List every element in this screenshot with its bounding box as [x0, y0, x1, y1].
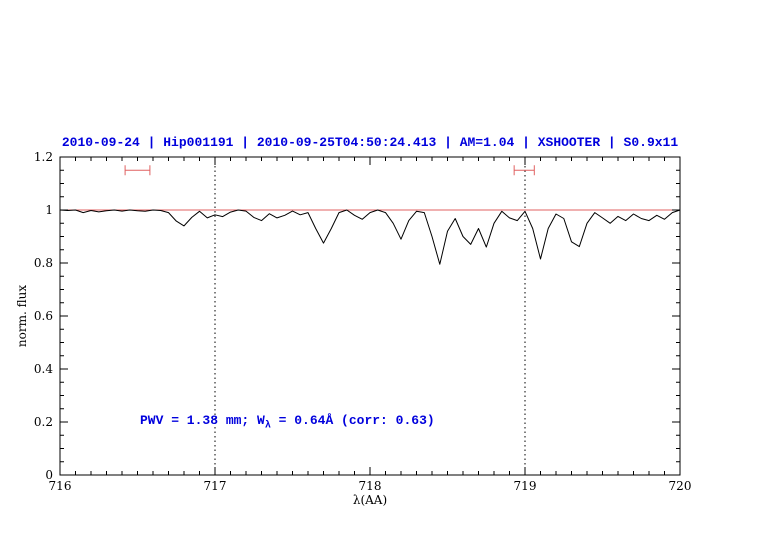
y-axis-label: norm. flux: [15, 284, 29, 348]
pwv-annotation-sub: λ: [264, 420, 271, 432]
pwv-annotation: PWV = 1.38 mm; Wλ = 0.64Å (corr: 0.63): [140, 413, 435, 432]
y-tick-label: 1: [45, 203, 53, 217]
y-tick-label: 1.2: [34, 150, 53, 164]
pwv-annotation-pre: PWV = 1.38 mm; W: [140, 413, 265, 428]
y-tick-label: 0.2: [34, 415, 53, 429]
y-tick-label: 0.6: [34, 309, 53, 323]
plot-title: 2010-09-24 | Hip001191 | 2010-09-25T04:5…: [61, 135, 679, 150]
x-tick-label: 717: [204, 479, 227, 493]
y-tick-label: 0: [45, 468, 53, 482]
x-tick-label: 718: [359, 479, 382, 493]
x-tick-label: 716: [49, 479, 72, 493]
spectrum-line: [59, 209, 681, 265]
pwv-annotation-post: = 0.64Å (corr: 0.63): [270, 413, 435, 428]
x-tick-label: 719: [514, 479, 537, 493]
y-tick-label: 0.4: [34, 362, 53, 376]
y-tick-label: 0.8: [34, 256, 53, 270]
x-axis-label: λ(AA): [352, 493, 388, 507]
x-tick-label: 720: [669, 479, 692, 493]
